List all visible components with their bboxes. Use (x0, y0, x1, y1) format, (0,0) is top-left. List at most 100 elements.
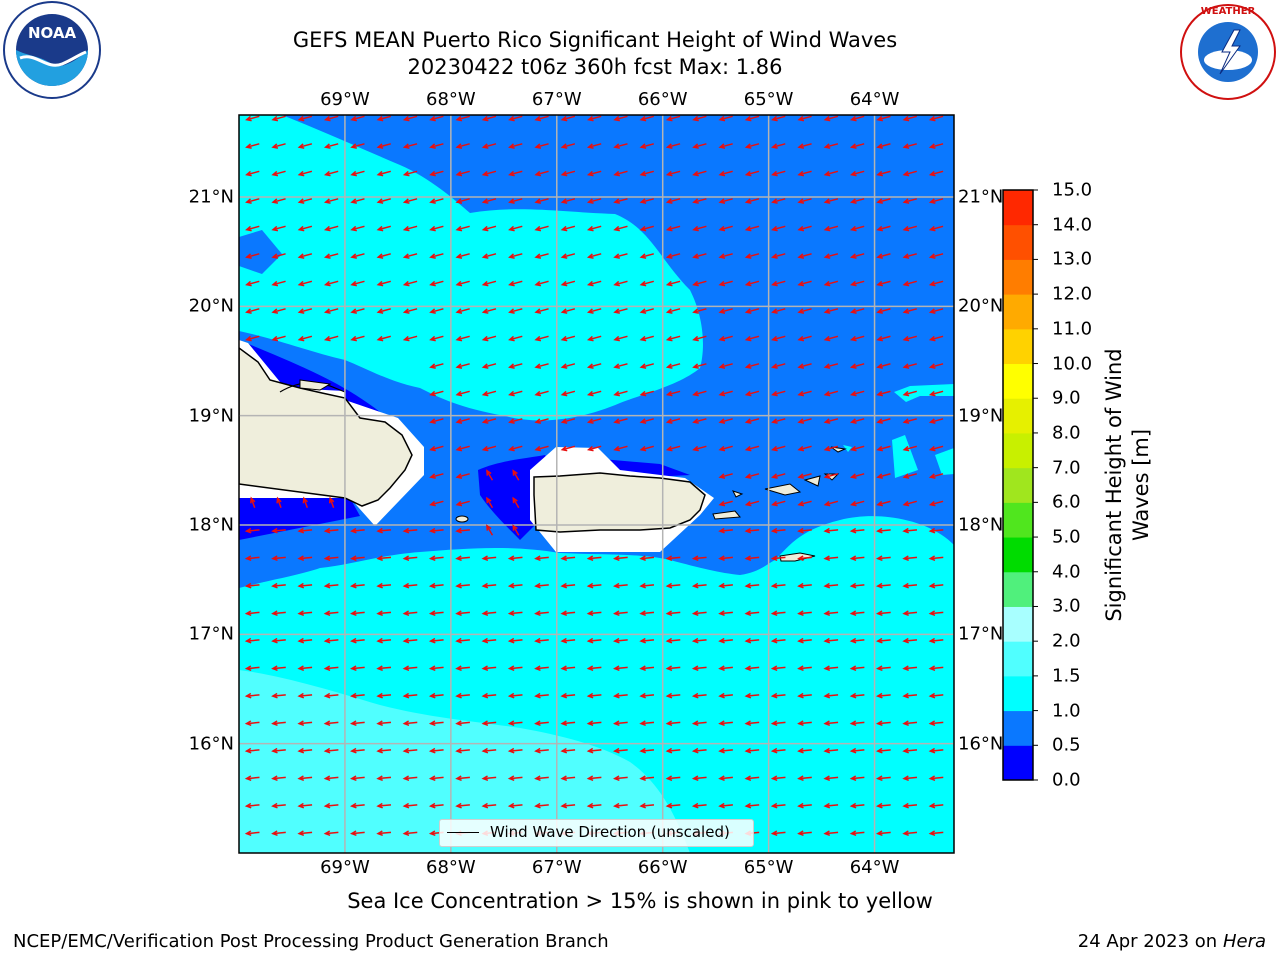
colorbar-frame (1002, 189, 1034, 781)
colorbar-tick-label: 0.0 (1052, 769, 1081, 791)
wave-direction-arrow (350, 830, 365, 837)
wave-direction-arrow (876, 198, 891, 204)
wave-direction-arrow (902, 143, 917, 149)
wave-direction-arrow (613, 445, 628, 452)
wave-direction-arrow (429, 500, 444, 507)
wave-direction-arrow (613, 775, 628, 782)
wave-direction-arrow (297, 253, 313, 259)
wave-direction-arrow (692, 225, 707, 232)
wave-direction-arrow (376, 582, 392, 589)
wave-direction-arrow (297, 665, 313, 672)
wave-direction-arrow (250, 496, 256, 508)
wave-direction-arrow (823, 390, 839, 397)
wave-direction-arrow (797, 802, 812, 809)
wave-direction-arrow (455, 610, 470, 617)
wave-direction-arrow (323, 802, 339, 809)
wave-direction-arrow (876, 775, 891, 782)
wave-direction-arrow (928, 747, 944, 754)
wave-direction-arrow (876, 390, 891, 397)
wave-direction-arrow (586, 418, 602, 424)
nws-logo: WEATHER (1180, 4, 1276, 100)
lat-label-left: 19°N (188, 405, 234, 427)
wave-direction-arrow (428, 802, 444, 809)
svg-text:NOAA: NOAA (28, 24, 77, 42)
wave-direction-arrow (613, 225, 628, 232)
wave-direction-arrow (350, 610, 365, 617)
wave-direction-arrow (271, 610, 286, 617)
wave-direction-arrow (350, 692, 365, 699)
wave-direction-arrow (560, 253, 576, 259)
wave-direction-arrow (797, 335, 812, 342)
wave-direction-arrow (560, 802, 576, 809)
wave-direction-arrow (297, 115, 313, 122)
wave-direction-arrow (244, 610, 260, 617)
wave-direction-arrow (928, 775, 944, 782)
lat-label-left: 21°N (188, 186, 234, 208)
wave-direction-arrow (244, 747, 260, 754)
wave-direction-arrow (613, 665, 628, 672)
wave-direction-arrow (849, 720, 865, 727)
contour-band-1.5-2.0 (239, 670, 690, 853)
wave-direction-arrow (744, 692, 760, 699)
wave-direction-arrow (508, 445, 523, 452)
wave-direction-arrow (771, 390, 786, 397)
wave-direction-arrow (744, 308, 760, 314)
wave-direction-arrow (849, 610, 865, 617)
map-title: GEFS MEAN Puerto Rico Significant Height… (292, 28, 898, 52)
wave-direction-arrow (797, 418, 812, 424)
wave-direction-arrow (639, 170, 654, 177)
wave-direction-arrow (718, 582, 733, 589)
wave-direction-arrow (639, 308, 654, 314)
wave-direction-arrow (771, 170, 786, 177)
wave-direction-arrow (639, 143, 654, 149)
wave-direction-arrow (323, 308, 339, 314)
wave-direction-arrow (481, 170, 497, 177)
wave-direction-arrow (429, 143, 444, 149)
wave-direction-arrow (928, 720, 944, 727)
wave-direction-arrow (350, 115, 365, 122)
wave-direction-arrow (508, 143, 523, 149)
wave-direction-arrow (849, 308, 865, 314)
wave-direction-arrow (271, 225, 286, 232)
wave-direction-arrow (271, 527, 286, 534)
wave-direction-arrow (876, 308, 891, 314)
wave-direction-arrow (560, 170, 576, 177)
wave-direction-arrow (297, 830, 313, 837)
wave-direction-arrow (613, 582, 628, 589)
wave-direction-arrow (770, 802, 786, 809)
wave-direction-arrow (455, 582, 470, 589)
wave-direction-arrow (512, 496, 520, 509)
wave-direction-arrow (245, 115, 260, 122)
wave-direction-arrow (692, 363, 707, 369)
wave-direction-arrow (429, 198, 444, 204)
wave-direction-arrow (797, 473, 812, 479)
wave-direction-arrow (402, 802, 418, 809)
wave-direction-arrow (691, 637, 707, 644)
wave-direction-arrow (797, 198, 812, 204)
wave-direction-arrow (849, 500, 865, 507)
wave-direction-arrow (665, 390, 681, 397)
wave-direction-arrow (849, 225, 865, 232)
wave-direction-arrow (849, 253, 865, 259)
wave-direction-arrow (481, 390, 497, 397)
wave-direction-arrow (507, 555, 523, 562)
wave-direction-arrow (718, 170, 733, 177)
wave-direction-arrow (244, 775, 260, 782)
wave-direction-arrow (245, 280, 260, 287)
wave-direction-arrow (534, 665, 549, 672)
wave-direction-arrow (849, 692, 865, 699)
lon-label-bottom: 69°W (320, 857, 370, 878)
wave-direction-arrow (402, 610, 418, 617)
contour-band-east-patch (894, 384, 954, 402)
wave-direction-arrow (508, 308, 523, 314)
wave-direction-arrow (350, 582, 365, 589)
colorbar-swatch (1003, 641, 1033, 677)
wave-direction-arrow (613, 720, 628, 727)
wave-direction-arrow (534, 253, 549, 259)
lat-label-left: 18°N (188, 514, 234, 536)
wave-direction-arrow (481, 775, 497, 782)
wave-direction-arrow (928, 115, 944, 122)
wave-direction-arrow (797, 225, 812, 232)
wave-direction-arrow (350, 170, 365, 177)
wave-direction-arrow (534, 115, 549, 122)
